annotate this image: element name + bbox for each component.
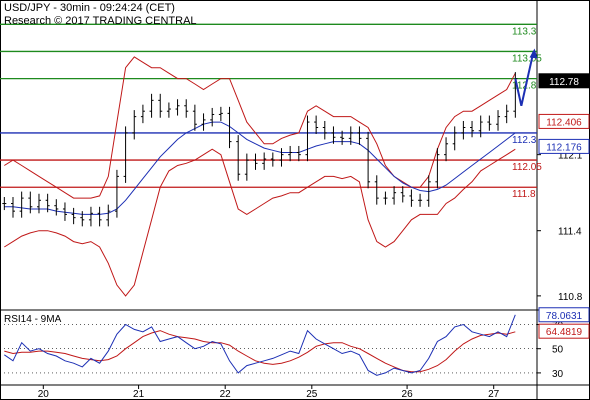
level-label: 112.05 xyxy=(512,162,542,173)
rsi-tick-label: 30 xyxy=(552,369,564,380)
price-badge-label: 112.176 xyxy=(546,142,582,153)
price-badge xyxy=(538,138,590,154)
date-label: 22 xyxy=(220,389,232,400)
rsi-ma-line xyxy=(4,330,516,373)
bollinger-upper-band xyxy=(4,56,516,199)
rsi-badge xyxy=(538,307,590,323)
price-badge-label: 112.78 xyxy=(549,77,579,88)
price-tick-label: 112.1 xyxy=(558,151,583,162)
price-tick-label: 111.4 xyxy=(558,227,582,238)
date-label: 26 xyxy=(402,389,414,400)
rsi-label: RSI14 - 9MA xyxy=(4,314,62,325)
price-badge-label: 112.406 xyxy=(546,117,582,128)
forecast-arrow-path xyxy=(514,51,535,106)
price-badge xyxy=(538,113,590,129)
price-badge xyxy=(538,73,590,89)
level-label: 111.8 xyxy=(512,189,536,200)
date-label: 21 xyxy=(133,389,145,400)
rsi-tick-label: 50 xyxy=(552,345,564,356)
bollinger-lower-band xyxy=(4,148,516,297)
date-label: 25 xyxy=(306,389,318,400)
rsi-badge xyxy=(538,323,590,339)
rsi-badge-label: 64.4819 xyxy=(546,327,583,338)
level-label: 113.3 xyxy=(512,26,537,37)
moving-average-line xyxy=(4,121,516,215)
copyright-text: Research © 2017 TRADING CENTRAL xyxy=(4,15,197,27)
price-tick-label: 110.8 xyxy=(558,292,583,303)
rsi-line xyxy=(4,314,516,376)
chart-title: USD/JPY - 30min - 09:24:24 (CET) xyxy=(4,2,175,14)
level-label: 112.3 xyxy=(512,135,537,146)
rsi-badge-label: 78.0631 xyxy=(546,311,583,322)
date-label: 20 xyxy=(38,389,50,400)
forecast-arrowhead xyxy=(529,48,538,59)
date-label: 27 xyxy=(488,389,500,400)
level-label: 113.05 xyxy=(512,53,542,64)
level-label: 112.8 xyxy=(512,81,537,92)
